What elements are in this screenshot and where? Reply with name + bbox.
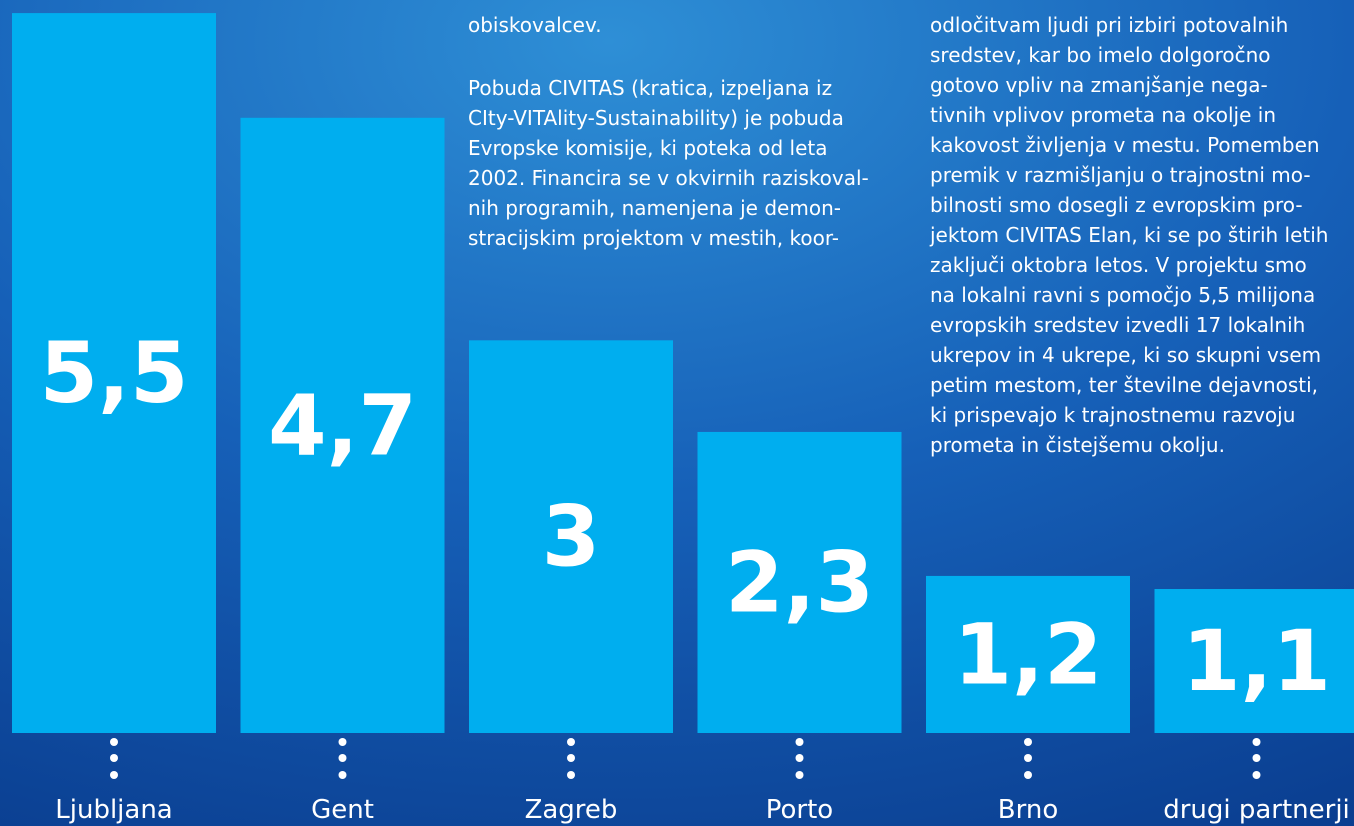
paragraph-line: ukrepov in 4 ukrepe, ki so skupni vsem [930,343,1321,367]
bar [12,13,216,733]
bar [1154,589,1354,733]
value-label: 5,5 [40,324,189,422]
paragraph-line: sredstev, kar bo imelo dolgoročno [930,43,1271,67]
paragraph-line: tivnih vplivov prometa na okolje in [930,103,1276,127]
value-label: 2,3 [725,533,874,631]
dot [110,771,118,779]
dot [110,754,118,762]
dot [338,738,347,746]
paragraph-line: gotovo vpliv na zmanjšanje nega- [930,73,1268,97]
value-label: 3 [542,488,600,586]
paragraph-line: obiskovalcev. [468,13,602,37]
dot [567,738,575,746]
paragraph-line: na lokalni ravni s pomočjo 5,5 milijona [930,283,1315,307]
x-tick-label: Zagreb [525,795,618,825]
dot [567,771,575,779]
dot [1252,754,1261,762]
bar [469,340,673,733]
dot [795,738,804,746]
paragraph-line: premik v razmišljanju o trajnostni mo- [930,163,1311,187]
dot [795,771,804,779]
paragraph-line: CIty-VITAlity-Sustainability) je pobuda [468,106,844,130]
x-tick-label: Porto [766,795,833,825]
dot [338,754,347,762]
paragraph-line: bilnosti smo dosegli z evropskim pro- [930,193,1303,217]
dot [795,754,804,762]
paragraph-line: odločitvam ljudi pri izbiri potovalnih [930,13,1288,37]
paragraph-line: evropskih sredstev izvedli 17 lokalnih [930,313,1305,337]
dot [1024,738,1032,746]
bar [697,431,902,733]
dot [338,771,347,779]
dot [1024,771,1032,779]
dot [110,738,118,746]
value-label: 1,2 [954,605,1103,703]
paragraph-line: ki prispevajo k trajnostnemu razvoju [930,403,1295,427]
dot [1024,754,1032,762]
x-tick-label: Brno [998,795,1058,825]
paragraph-line: Pobuda CIVITAS (kratica, izpeljana iz [468,76,832,100]
x-tick-label: drugi partnerji [1163,795,1350,825]
paragraph-line: prometa in čistejšemu okolju. [930,433,1225,457]
paragraph-line: stracijskim projektom v mestih, koor- [468,226,839,250]
dot [1252,771,1261,779]
value-label: 4,7 [268,376,417,474]
paragraph-line: 2002. Financira se v okvirnih raziskoval… [468,166,869,190]
dot [1252,738,1261,746]
x-tick-label: Ljubljana [55,795,172,825]
paragraph-line: jektom CIVITAS Elan, ki se po štirih let… [929,223,1328,247]
bar [240,117,445,733]
x-tick-label: Gent [311,795,374,825]
value-label: 1,1 [1182,612,1331,710]
paragraph-line: Evropske komisije, ki poteka od leta [468,136,828,160]
paragraph-line: nih programih, namenjena je demon- [468,196,841,220]
paragraph-line: kakovost življenja v mestu. Pomemben [930,133,1320,157]
bar [926,575,1130,733]
paragraph-line: zaključi oktobra letos. V projektu smo [930,253,1307,277]
paragraph-line: petim mestom, ter številne dejavnosti, [930,373,1318,397]
dot [567,754,575,762]
